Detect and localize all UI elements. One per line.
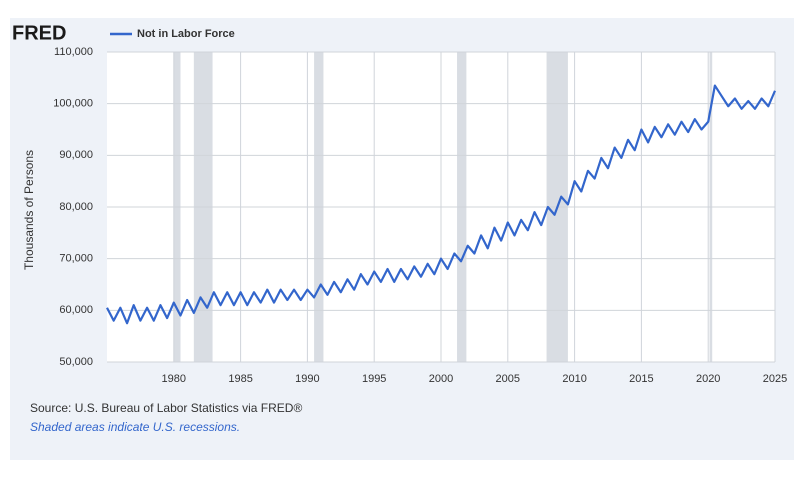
x-tick-label: 1995: [362, 373, 386, 385]
logo: FRED: [12, 22, 66, 44]
y-axis-label: Thousands of Persons: [22, 150, 36, 270]
y-tick-label: 70,000: [59, 253, 93, 265]
y-tick-label: 90,000: [59, 149, 93, 161]
y-tick-label: 80,000: [59, 201, 93, 213]
x-tick-label: 2020: [696, 373, 720, 385]
legend-label: Not in Labor Force: [137, 28, 235, 40]
data-line: [106, 84, 777, 325]
x-tick-label: 2015: [629, 373, 653, 385]
y-tick-label: 60,000: [59, 304, 93, 316]
y-tick-label: 50,000: [59, 356, 93, 368]
x-tick-label: 2005: [496, 373, 520, 385]
x-tick-label: 2010: [562, 373, 586, 385]
x-tick-label: 1985: [228, 373, 252, 385]
x-tick-label: 1990: [295, 373, 319, 385]
x-tick-label: 1980: [162, 373, 186, 385]
source: Source: U.S. Bureau of Labor Statistics …: [30, 401, 302, 415]
note: Shaded areas indicate U.S. recessions.: [30, 420, 240, 434]
x-tick-label: 2025: [763, 373, 787, 385]
y-tick-label: 110,000: [54, 46, 93, 58]
y-tick-label: 100,000: [53, 98, 93, 110]
x-tick-label: 2000: [429, 373, 453, 385]
